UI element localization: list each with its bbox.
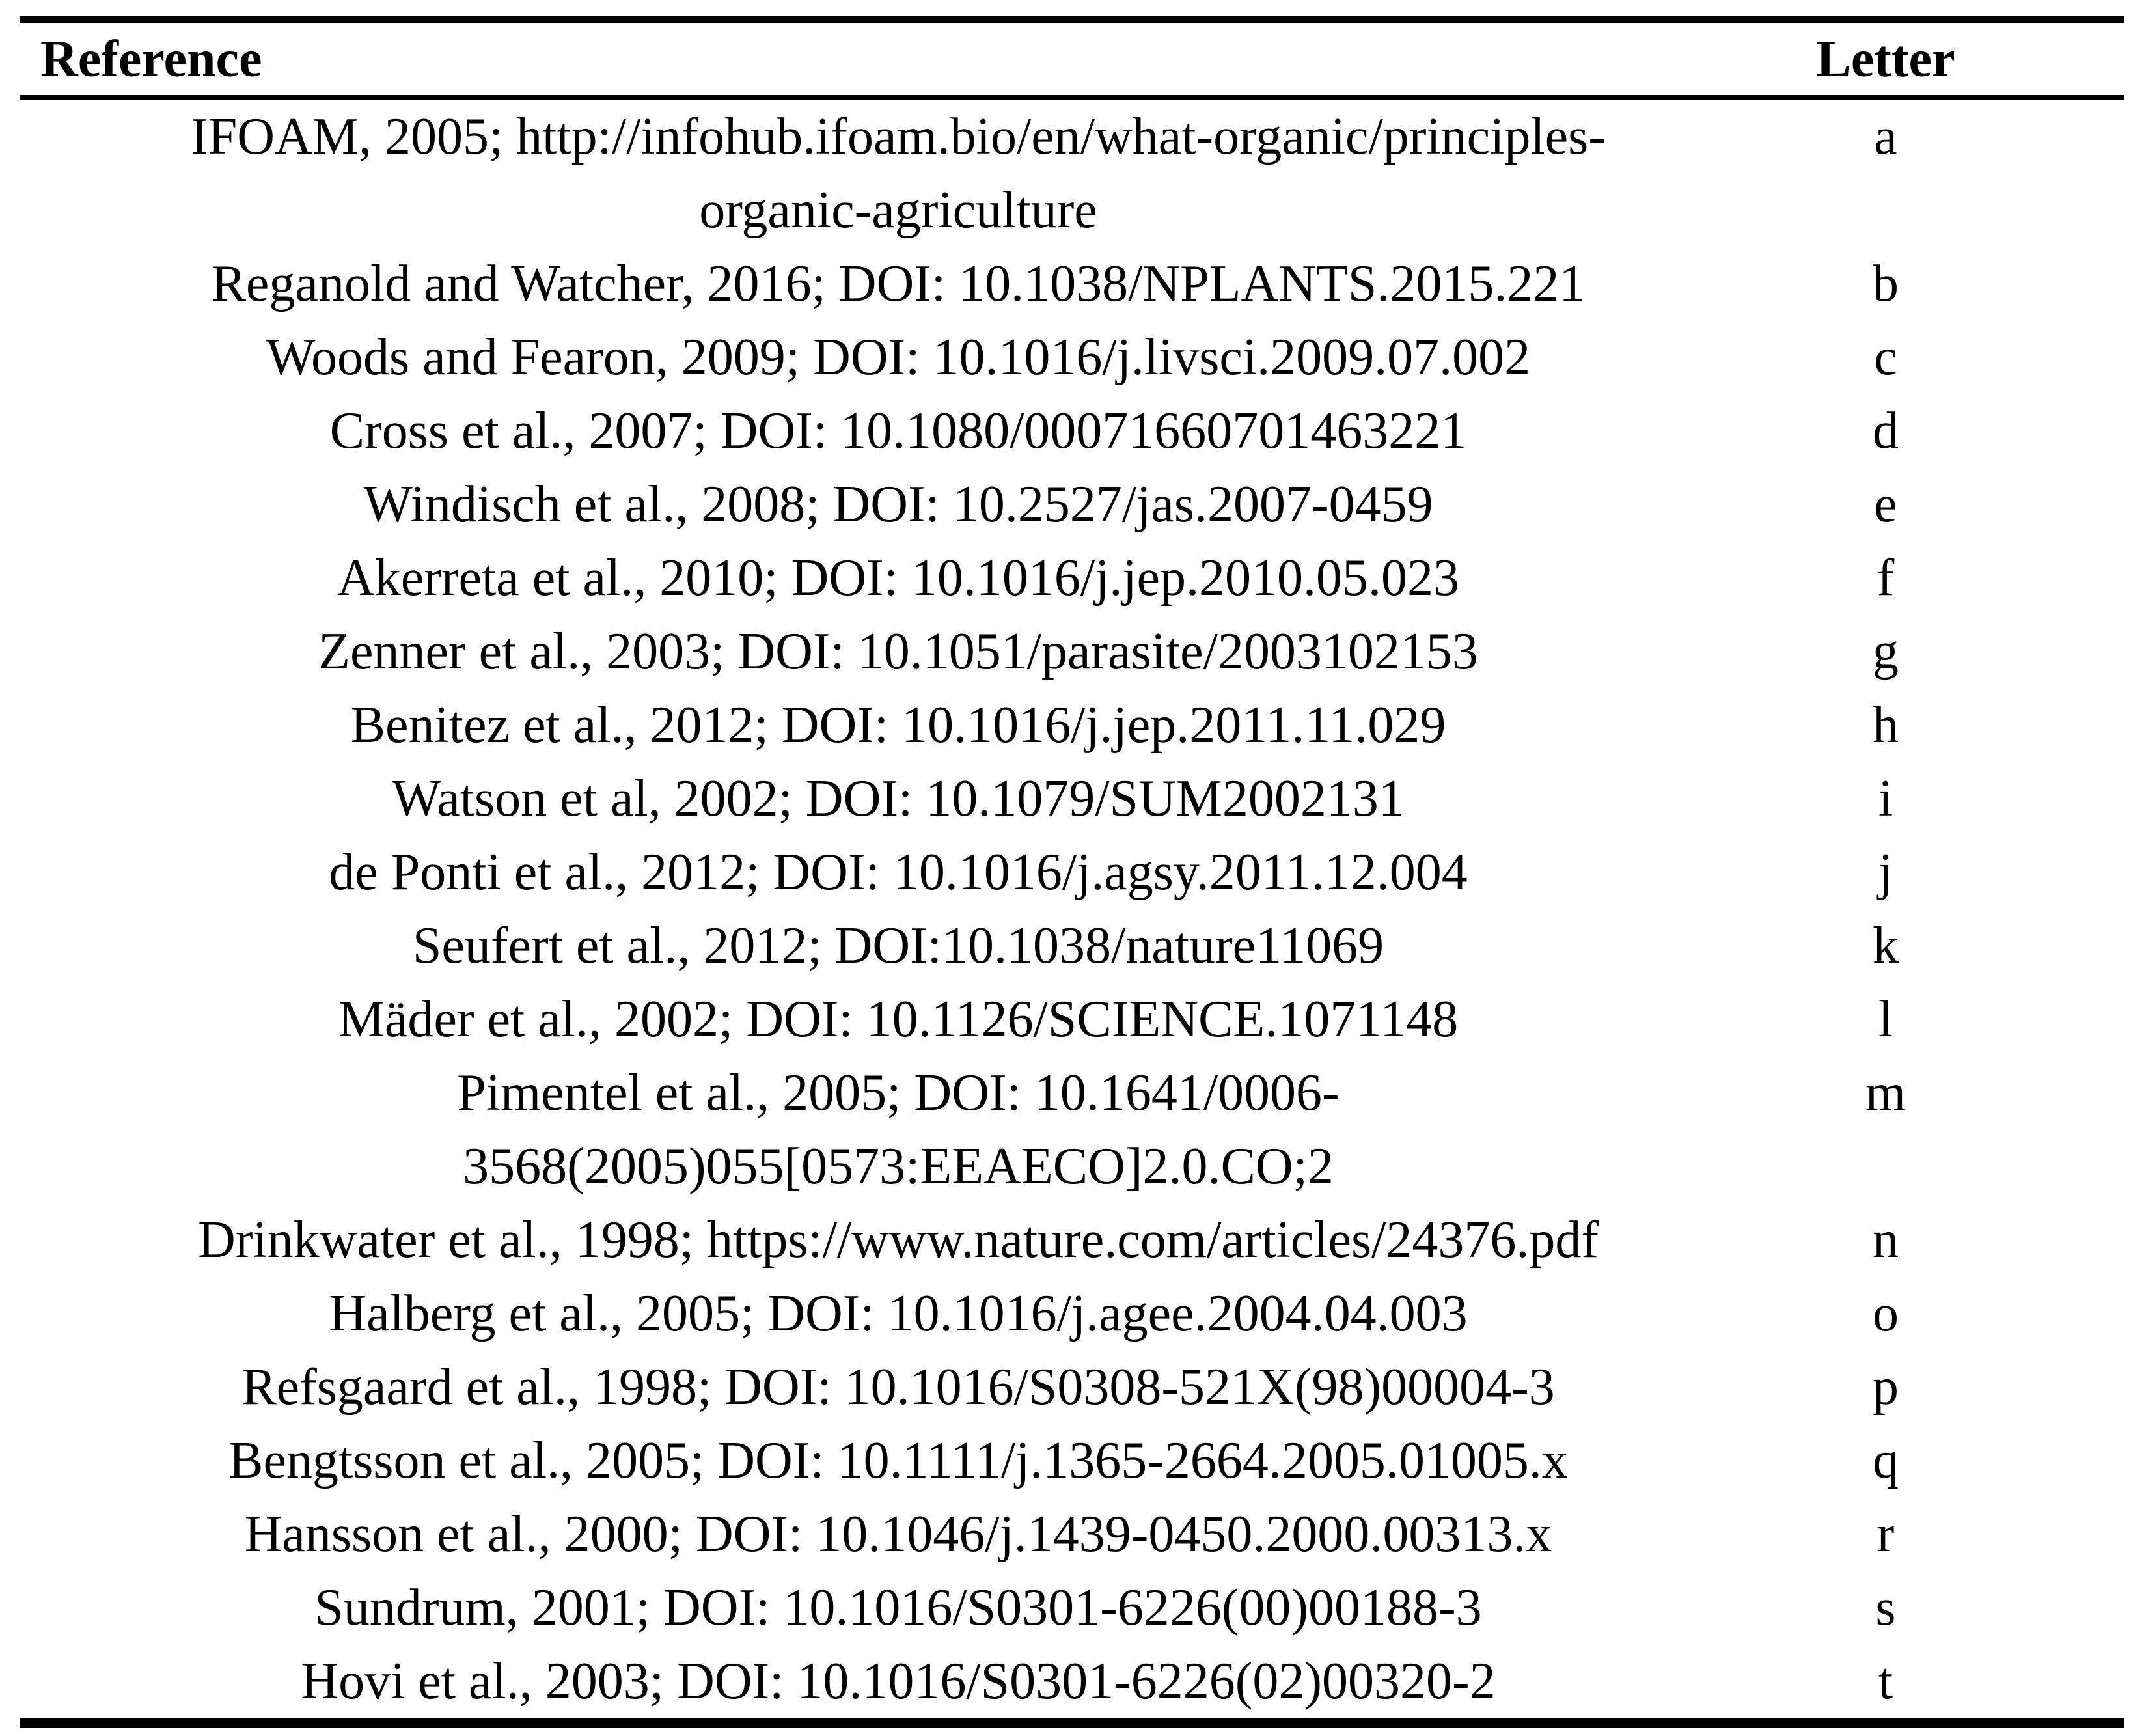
table-row: Hansson et al., 2000; DOI: 10.1046/j.143…: [20, 1498, 2124, 1571]
table-row: IFOAM, 2005; http://infohub.ifoam.bio/en…: [20, 98, 2124, 247]
reference-cell: Hovi et al., 2003; DOI: 10.1016/S0301-62…: [301, 1653, 1496, 1710]
reference-cell: Seufert et al., 2012; DOI:10.1038/nature…: [412, 917, 1384, 974]
letter-cell: n: [1873, 1211, 1899, 1269]
table-row: Hovi et al., 2003; DOI: 10.1016/S0301-62…: [20, 1645, 2124, 1718]
table-row: Windisch et al., 2008; DOI: 10.2527/jas.…: [20, 468, 2124, 542]
table-row: Reganold and Watcher, 2016; DOI: 10.1038…: [20, 247, 2124, 321]
letter-cell: r: [1876, 1506, 1895, 1563]
reference-cell: Zenner et al., 2003; DOI: 10.1051/parasi…: [318, 623, 1478, 680]
letter-cell: l: [1878, 991, 1893, 1048]
letter-cell: j: [1878, 844, 1893, 901]
table-row: de Ponti et al., 2012; DOI: 10.1016/j.ag…: [20, 836, 2124, 909]
table-row: Cross et al., 2007; DOI: 10.1080/0007166…: [20, 394, 2124, 468]
table-row: Benitez et al., 2012; DOI: 10.1016/j.jep…: [20, 689, 2124, 762]
letter-cell: k: [1873, 917, 1899, 974]
table-row: Drinkwater et al., 1998; https://www.nat…: [20, 1204, 2124, 1277]
table-row: Bengtsson et al., 2005; DOI: 10.1111/j.1…: [20, 1424, 2124, 1498]
column-header-reference: Reference: [20, 23, 1777, 100]
reference-cell: Woods and Fearon, 2009; DOI: 10.1016/j.l…: [266, 329, 1531, 386]
table-row: Woods and Fearon, 2009; DOI: 10.1016/j.l…: [20, 321, 2124, 394]
column-header-letter: Letter: [1777, 23, 2124, 100]
reference-cell: Pimentel et al., 2005; DOI: 10.1641/0006…: [457, 1064, 1340, 1195]
table-row: Zenner et al., 2003; DOI: 10.1051/parasi…: [20, 615, 2124, 689]
table-row: Refsgaard et al., 1998; DOI: 10.1016/S03…: [20, 1351, 2124, 1424]
reference-cell: Watson et al, 2002; DOI: 10.1079/SUM2002…: [392, 770, 1405, 827]
header-row: Reference Letter: [20, 23, 2124, 100]
letter-cell: h: [1873, 696, 1899, 754]
table-header: Reference Letter: [20, 23, 2124, 100]
reference-cell: Drinkwater et al., 1998; https://www.nat…: [197, 1211, 1599, 1269]
top-rule: [20, 16, 2124, 23]
letter-cell: a: [1874, 108, 1897, 165]
reference-cell: Windisch et al., 2008; DOI: 10.2527/jas.…: [363, 476, 1433, 533]
letter-cell: c: [1874, 329, 1897, 386]
bottom-rule: [20, 1718, 2124, 1728]
table-row: Mäder et al., 2002; DOI: 10.1126/SCIENCE…: [20, 983, 2124, 1056]
table-row: Sundrum, 2001; DOI: 10.1016/S0301-6226(0…: [20, 1571, 2124, 1645]
reference-cell: Halberg et al., 2005; DOI: 10.1016/j.age…: [329, 1285, 1468, 1342]
reference-cell: Hansson et al., 2000; DOI: 10.1046/j.143…: [244, 1506, 1552, 1563]
reference-cell: Bengtsson et al., 2005; DOI: 10.1111/j.1…: [228, 1432, 1568, 1489]
letter-cell: s: [1875, 1579, 1896, 1636]
reference-cell: Reganold and Watcher, 2016; DOI: 10.1038…: [211, 255, 1586, 312]
reference-cell: Akerreta et al., 2010; DOI: 10.1016/j.je…: [337, 549, 1460, 607]
reference-cell: IFOAM, 2005; http://infohub.ifoam.bio/en…: [191, 108, 1606, 239]
letter-cell: b: [1873, 255, 1899, 312]
table-row: Watson et al, 2002; DOI: 10.1079/SUM2002…: [20, 762, 2124, 836]
letter-cell: f: [1876, 549, 1895, 607]
letter-cell: g: [1873, 623, 1899, 680]
letter-cell: m: [1865, 1064, 1906, 1122]
table-body: IFOAM, 2005; http://infohub.ifoam.bio/en…: [20, 98, 2124, 1718]
reference-cell: Benitez et al., 2012; DOI: 10.1016/j.jep…: [350, 696, 1446, 754]
letter-cell: p: [1873, 1358, 1899, 1416]
reference-cell: Mäder et al., 2002; DOI: 10.1126/SCIENCE…: [338, 991, 1459, 1048]
reference-cell: de Ponti et al., 2012; DOI: 10.1016/j.ag…: [329, 844, 1468, 901]
reference-cell: Cross et al., 2007; DOI: 10.1080/0007166…: [329, 402, 1467, 460]
references-table: Reference Letter IFOAM, 2005; http://inf…: [20, 23, 2124, 1718]
table-row: Akerreta et al., 2010; DOI: 10.1016/j.je…: [20, 542, 2124, 615]
letter-cell: q: [1873, 1432, 1899, 1489]
table-row: Seufert et al., 2012; DOI:10.1038/nature…: [20, 909, 2124, 983]
letter-cell: d: [1873, 402, 1899, 460]
letter-cell: e: [1874, 476, 1897, 533]
table-row: Pimentel et al., 2005; DOI: 10.1641/0006…: [20, 1056, 2124, 1204]
reference-cell: Refsgaard et al., 1998; DOI: 10.1016/S03…: [241, 1358, 1555, 1416]
letter-cell: o: [1873, 1285, 1899, 1342]
letter-cell: t: [1878, 1653, 1893, 1710]
letter-cell: i: [1878, 770, 1893, 827]
reference-cell: Sundrum, 2001; DOI: 10.1016/S0301-6226(0…: [314, 1579, 1482, 1636]
table-row: Halberg et al., 2005; DOI: 10.1016/j.age…: [20, 1277, 2124, 1351]
